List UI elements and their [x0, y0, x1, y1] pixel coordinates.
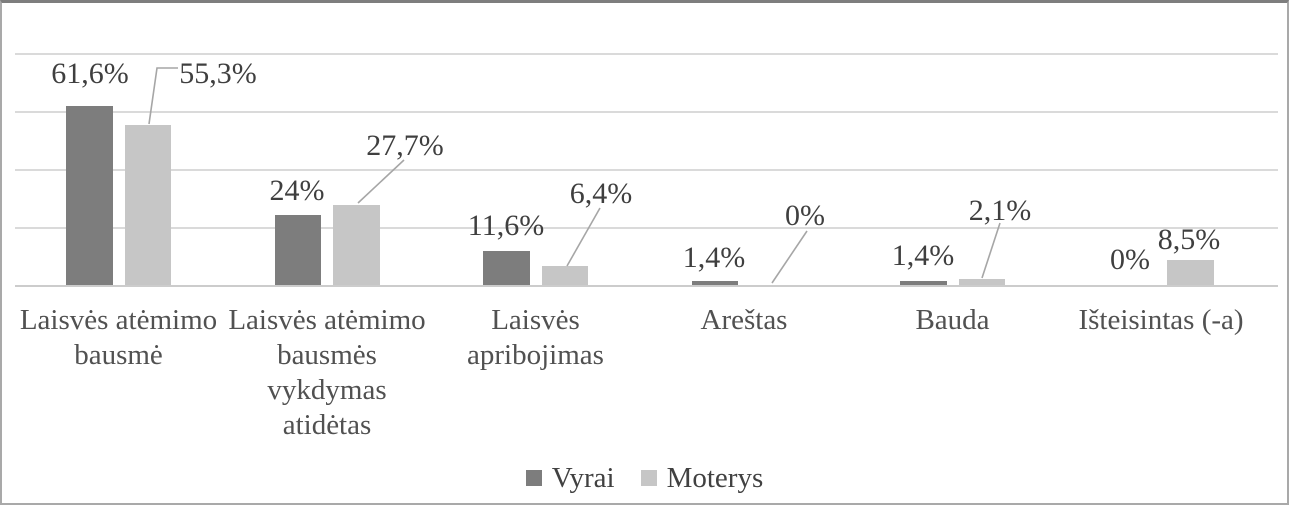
data-label-moterys-3: 0% [785, 199, 825, 232]
data-label-vyrai-4: 1,4% [891, 239, 955, 272]
bar-moterys-0 [124, 124, 171, 285]
data-label-moterys-5: 8,5% [1157, 223, 1221, 256]
bar-moterys-4 [958, 278, 1005, 285]
data-label-vyrai-2: 11,6% [467, 209, 545, 242]
gridline [15, 169, 1278, 171]
legend-item-vyrai: Vyrai [525, 461, 615, 494]
gridline [15, 227, 1278, 229]
legend: Vyrai Moterys [2, 461, 1287, 495]
leader-line-moterys-1 [357, 159, 405, 204]
leader-line-moterys-3 [771, 230, 808, 284]
category-label-4: Bauda [915, 304, 990, 336]
data-label-moterys-4: 2,1% [968, 194, 1032, 227]
legend-swatch-vyrai [525, 470, 542, 486]
leader-line-moterys-2 [566, 207, 601, 267]
category-label-2: Laisvės apribojimas [467, 304, 604, 371]
data-label-vyrai-0: 61,6% [51, 57, 129, 90]
bar-moterys-1 [333, 204, 380, 285]
legend-swatch-moterys [640, 470, 657, 486]
legend-label-moterys: Moterys [666, 461, 764, 494]
data-label-vyrai-3: 1,4% [682, 241, 746, 274]
bar-vyrai-0 [66, 106, 113, 285]
leader-line-moterys-4 [981, 222, 1001, 279]
gridline [15, 53, 1278, 55]
category-label-3: Areštas [700, 304, 788, 336]
category-label-1: Laisvės atėmimo bausmės vykdymas atidėta… [228, 304, 426, 441]
bar-vyrai-4 [900, 280, 947, 285]
legend-label-vyrai: Vyrai [551, 461, 615, 494]
category-label-5: Išteisintas (-a) [1078, 304, 1244, 336]
gridline [15, 111, 1278, 113]
data-label-moterys-2: 6,4% [569, 177, 633, 210]
bar-vyrai-2 [483, 251, 530, 285]
data-label-moterys-1: 27,7% [366, 129, 444, 162]
data-label-moterys-0: 55,3% [179, 57, 257, 90]
bar-vyrai-3 [691, 280, 738, 285]
category-label-0: Laisvės atėmimo bausmė [19, 304, 218, 371]
leader-line-moterys-0 [148, 67, 178, 125]
bar-moterys-2 [541, 266, 588, 285]
bar-moterys-5 [1167, 260, 1214, 285]
x-axis-line [15, 285, 1278, 287]
data-label-vyrai-1: 24% [269, 174, 325, 207]
bar-vyrai-1 [274, 215, 321, 285]
data-label-vyrai-5: 0% [1110, 243, 1150, 276]
legend-item-moterys: Moterys [640, 461, 764, 494]
